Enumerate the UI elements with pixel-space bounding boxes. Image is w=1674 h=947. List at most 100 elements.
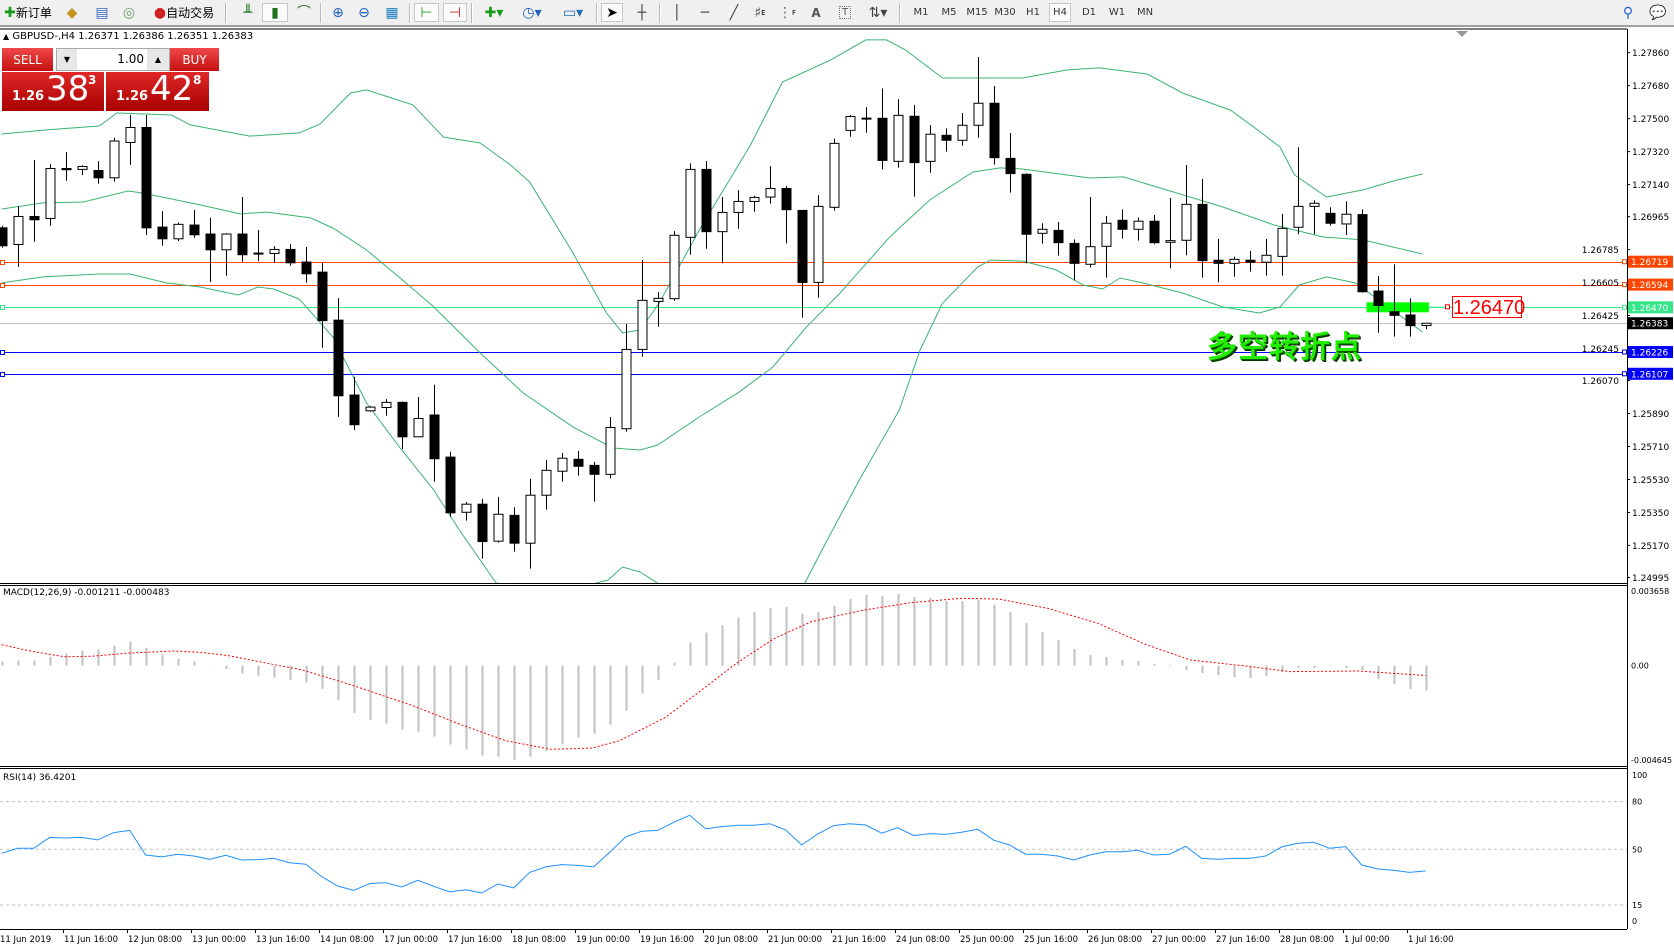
bar-chart-button[interactable]: ╨ (238, 3, 258, 22)
candle (93, 161, 104, 184)
periods-button[interactable]: ◷▾ (516, 3, 548, 22)
time-axis-label: 26 Jun 08:00 (1088, 935, 1142, 945)
candle-body-bearish (1325, 212, 1336, 224)
lot-size-input[interactable]: 1.00 (77, 49, 147, 70)
candle (1341, 201, 1352, 235)
navigator-button[interactable]: ▤ (93, 3, 111, 22)
lot-increase-button[interactable]: ▲ (147, 49, 169, 70)
cursor-button[interactable]: ➤ (601, 3, 623, 22)
fibonacci-fan-button[interactable]: ⋮ F (777, 3, 797, 22)
price-tick-label: 1.24995 (1632, 574, 1669, 584)
period-mn-button[interactable]: MN (1136, 7, 1154, 18)
tile-windows-button[interactable]: ▦ (382, 3, 402, 22)
bar-chart-icon: ╨ (243, 4, 253, 21)
zoom-out-button[interactable]: ⊖ (354, 3, 374, 22)
zoom-in-button[interactable]: ⊕ (328, 3, 348, 22)
chart-shift-button[interactable]: ⊢ (414, 3, 439, 22)
crosshair-button[interactable]: ┼ (632, 3, 652, 22)
candle-body-bullish (1133, 220, 1144, 230)
vertical-line-button[interactable]: │ (668, 3, 686, 22)
period-w1-button[interactable]: W1 (1108, 7, 1126, 18)
templates-button[interactable]: ▭▾ (556, 3, 590, 22)
signals-button[interactable]: ◎ (120, 3, 138, 22)
add-indicator-button[interactable]: ✚▾ (478, 3, 510, 22)
period-m15-button[interactable]: M15 (966, 7, 988, 18)
candle (557, 452, 568, 482)
period-h4-button[interactable]: H4 (1049, 3, 1071, 22)
time-axis-label: 20 Jun 08:00 (704, 935, 758, 945)
candle-body-bullish (717, 211, 728, 233)
candle (877, 88, 888, 170)
candle (1245, 250, 1256, 272)
sell-price-fraction: 3 (88, 73, 97, 87)
period-h1-button[interactable]: H1 (1026, 7, 1040, 18)
sell-price[interactable]: 1.26 38 3 (2, 69, 104, 111)
line-chart-button[interactable]: ⌒ (294, 3, 314, 22)
toolbar: ✚ 新订单 ◆ ▤ ◎ ● 自动交易 ╨ ▮ ⌒ ⊕ ⊖ ▦ ⊢ ⊣ ✚▾ ◷▾… (0, 0, 1674, 27)
arrows-button[interactable]: ⇅▾ (862, 3, 894, 22)
candle (45, 164, 56, 226)
candle (573, 450, 584, 476)
candle (285, 244, 296, 266)
buy-button[interactable]: BUY (170, 48, 219, 71)
price-label-annotation[interactable]: 1.26470 (1452, 296, 1526, 319)
candle-body-bullish (221, 233, 232, 251)
new-order-button[interactable]: ✚ 新订单 (0, 3, 56, 22)
time-axis-label: 27 Jun 00:00 (1152, 935, 1206, 945)
fibonacci-button[interactable]: ♯ E (750, 3, 770, 22)
auto-scroll-button[interactable]: ⊣ (443, 3, 467, 22)
candle-body-bearish (61, 167, 72, 171)
candlestick-icon: ▮ (271, 4, 279, 21)
auto-scroll-icon: ⊣ (448, 4, 462, 21)
buy-price[interactable]: 1.26 42 8 (106, 69, 209, 111)
candle (269, 246, 280, 263)
auto-trading-button[interactable]: ● 自动交易 (146, 3, 222, 22)
price-label-support (1628, 345, 1673, 358)
chat-button[interactable]: 💬 (1645, 3, 1671, 22)
one-click-trading-panel: SELL ▼ 1.00 ▲ BUY 1.26 38 3 1.26 42 8 (2, 48, 222, 112)
horizontal-line-button[interactable]: ─ (696, 3, 714, 22)
reversal-point-annotation[interactable]: 多空转折点 (1207, 330, 1362, 365)
candle-body-bullish (1085, 246, 1096, 265)
candle (29, 160, 40, 242)
candle (1277, 213, 1288, 276)
candle (1309, 200, 1320, 235)
candle (973, 56, 984, 138)
price-tick-label: 1.26070 (1582, 377, 1619, 387)
candle-body-bullish (1421, 322, 1432, 326)
price-tick-label: 1.25530 (1632, 476, 1669, 486)
period-m30-button[interactable]: M30 (994, 7, 1016, 18)
text-label-button[interactable]: T (836, 3, 854, 22)
candle-body-bullish (813, 205, 824, 283)
crosshair-icon: ┼ (637, 4, 647, 21)
candle (1117, 209, 1128, 239)
candle (701, 160, 712, 249)
candle (845, 114, 856, 137)
time-axis-label: 27 Jun 16:00 (1216, 935, 1270, 945)
sell-button[interactable]: SELL (2, 48, 53, 71)
horizontal-line-icon: ─ (700, 4, 710, 21)
market-watch-button[interactable]: ◆ (63, 3, 81, 22)
text-button[interactable]: A (807, 3, 825, 22)
period-m5-button[interactable]: M5 (941, 7, 957, 18)
period-d1-button[interactable]: D1 (1081, 7, 1097, 18)
search-button[interactable]: ⚲ (1618, 3, 1638, 22)
lot-decrease-button[interactable]: ▼ (57, 49, 77, 70)
period-m1-button[interactable]: M1 (913, 7, 929, 18)
candle-body-bullish (525, 494, 536, 544)
sell-price-prefix: 1.26 (12, 89, 45, 104)
candle-body-bearish (0, 227, 8, 247)
candle (333, 298, 344, 417)
level-handle-left (0, 283, 5, 288)
candle-body-bullish (925, 133, 936, 162)
collapse-triangle-icon[interactable]: ▲ (3, 32, 10, 41)
trendline-button[interactable]: ╱ (725, 3, 743, 22)
time-axis-label: 13 Jun 00:00 (192, 935, 246, 945)
candlestick-button[interactable]: ▮ (262, 3, 288, 22)
macd-panel (1, 593, 1428, 760)
candle (109, 137, 120, 182)
candle-body-bullish (605, 426, 616, 475)
price-tick-label: 1.25350 (1632, 509, 1669, 519)
candle-body-bearish (477, 503, 488, 543)
